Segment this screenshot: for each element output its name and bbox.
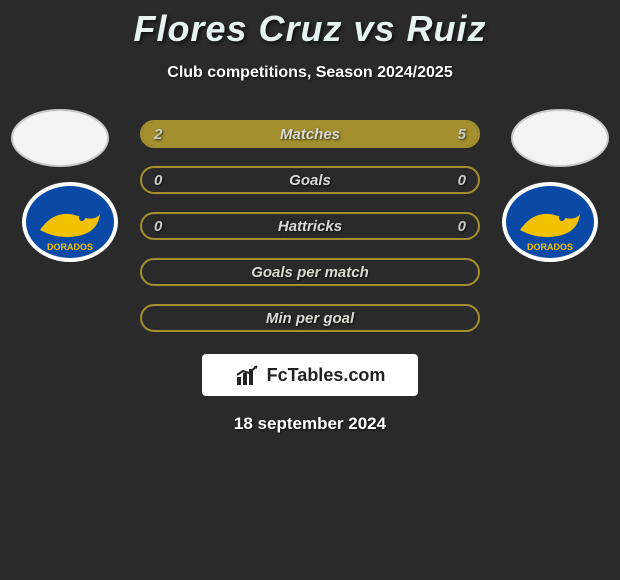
stat-bar: 0 0 Goals bbox=[140, 166, 480, 194]
page-title: Flores Cruz vs Ruiz bbox=[0, 0, 620, 50]
footer-brand-text: FcTables.com bbox=[267, 365, 386, 386]
stat-value-left: 0 bbox=[154, 172, 162, 189]
stat-value-right: 5 bbox=[458, 126, 466, 143]
stat-label: Min per goal bbox=[266, 310, 354, 327]
stat-label: Goals bbox=[289, 172, 331, 189]
date-text: 18 september 2024 bbox=[0, 414, 620, 434]
subtitle: Club competitions, Season 2024/2025 bbox=[0, 64, 620, 82]
stat-bar: 2 5 Matches bbox=[140, 120, 480, 148]
fctables-logo: FcTables.com bbox=[202, 354, 418, 396]
stat-label: Goals per match bbox=[251, 264, 369, 281]
stat-value-left: 2 bbox=[154, 126, 162, 143]
stat-bar: Goals per match bbox=[140, 258, 480, 286]
stat-bar: Min per goal bbox=[140, 304, 480, 332]
stat-value-right: 0 bbox=[458, 172, 466, 189]
stat-value-left: 0 bbox=[154, 218, 162, 235]
stat-label: Hattricks bbox=[278, 218, 342, 235]
stat-bar: 0 0 Hattricks bbox=[140, 212, 480, 240]
stat-label: Matches bbox=[280, 126, 340, 143]
stat-value-right: 0 bbox=[458, 218, 466, 235]
chart-icon bbox=[235, 365, 261, 385]
stat-bars: 2 5 Matches 0 0 Goals 0 0 Hattricks Goals per mat… bbox=[140, 120, 480, 332]
